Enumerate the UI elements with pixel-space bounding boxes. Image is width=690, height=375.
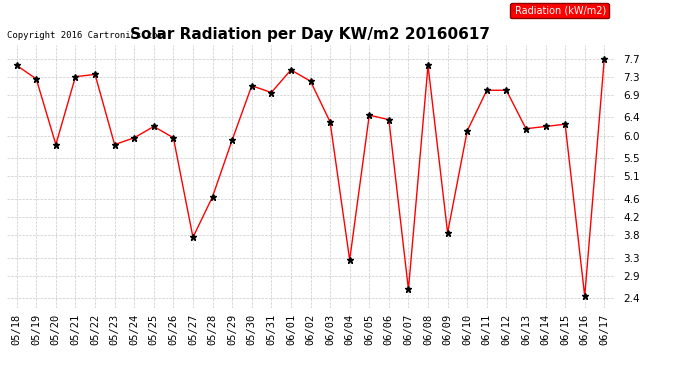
Text: Copyright 2016 Cartronics.com: Copyright 2016 Cartronics.com [7,31,163,40]
Legend: Radiation (kW/m2): Radiation (kW/m2) [510,3,609,18]
Title: Solar Radiation per Day KW/m2 20160617: Solar Radiation per Day KW/m2 20160617 [130,27,491,42]
